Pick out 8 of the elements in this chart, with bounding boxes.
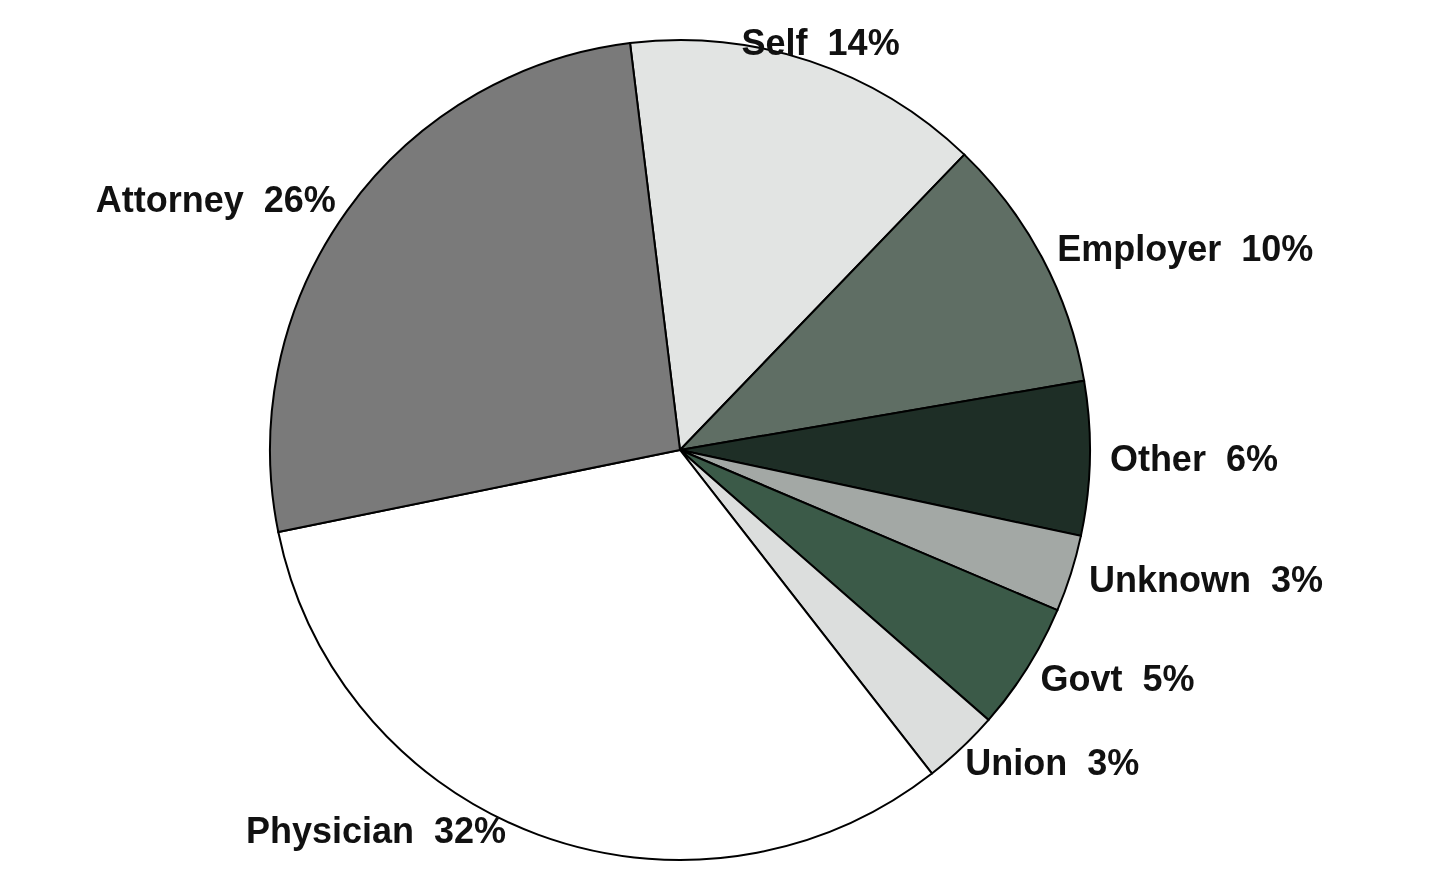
slice-label: Govt 5% xyxy=(1040,658,1195,700)
slice-label: Attorney 26% xyxy=(95,178,336,220)
slice-label: Other 6% xyxy=(1109,438,1278,480)
slice-label: Union 3% xyxy=(965,742,1140,784)
slice-label: Unknown 3% xyxy=(1088,559,1323,601)
slice-label: Self 14% xyxy=(741,21,900,63)
slice-label: Employer 10% xyxy=(1057,228,1314,270)
slice-label: Physician 32% xyxy=(245,809,507,851)
